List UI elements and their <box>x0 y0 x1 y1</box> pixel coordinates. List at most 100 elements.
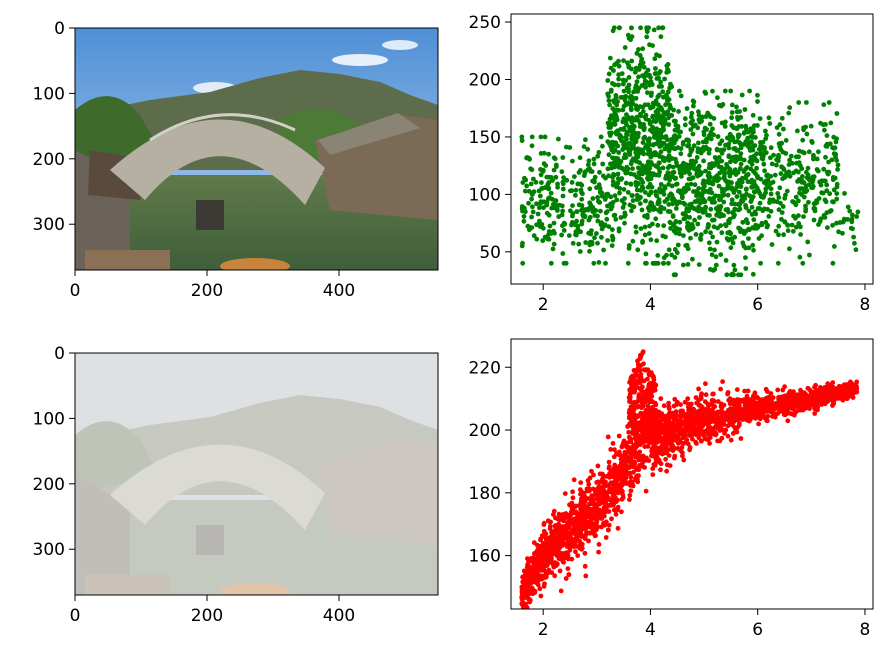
scatter-point <box>769 161 775 167</box>
scatter-point <box>648 433 653 439</box>
panel-red-scatter <box>510 338 874 610</box>
scatter-point <box>777 407 782 413</box>
scatter-point <box>609 516 614 522</box>
scatter-point <box>575 181 581 187</box>
scatter-point <box>621 438 627 444</box>
scatter-point <box>595 195 600 200</box>
y-tick-label: 200 <box>469 70 501 90</box>
scatter-point <box>702 125 708 131</box>
scatter-point <box>736 272 741 278</box>
scatter-point <box>670 170 675 176</box>
scatter-point <box>631 451 636 457</box>
x-tick-label: 200 <box>191 606 223 626</box>
scatter-point <box>547 559 553 565</box>
scatter-point <box>851 384 856 390</box>
scatter-point <box>738 166 743 171</box>
scatter-point <box>660 233 666 239</box>
scatter-point <box>649 422 655 428</box>
scatter-point <box>824 210 830 216</box>
scatter-point <box>823 154 828 160</box>
scatter-point <box>730 400 736 406</box>
scatter-point <box>626 456 632 462</box>
scatter-point <box>606 459 612 465</box>
scatter-point <box>689 418 695 423</box>
scatter-point <box>681 200 686 206</box>
scatter-point <box>632 426 637 432</box>
scatter-point <box>550 246 556 252</box>
scatter-point <box>728 88 734 94</box>
scatter-point <box>641 151 647 157</box>
scatter-point <box>764 132 769 138</box>
scatter-point <box>749 204 755 210</box>
scatter-point <box>661 450 666 456</box>
scatter-point <box>658 34 664 40</box>
scatter-point <box>714 423 720 428</box>
scatter-point <box>523 177 529 183</box>
scatter-point <box>855 209 861 215</box>
scatter-point <box>612 147 618 153</box>
scatter-point <box>520 240 525 246</box>
y-tick-label: 200 <box>469 421 501 441</box>
scatter-point <box>561 516 567 522</box>
scatter-point <box>529 134 535 140</box>
scatter-point <box>656 75 661 81</box>
scatter-point <box>659 422 665 428</box>
scatter-point <box>647 82 652 88</box>
scatter-point <box>781 232 786 238</box>
scatter-point <box>679 195 685 201</box>
scatter-point <box>541 161 547 167</box>
scatter-point <box>695 149 701 155</box>
scatter-point <box>703 114 709 120</box>
scatter-point <box>729 102 735 108</box>
scatter-point <box>640 415 645 421</box>
scatter-point <box>666 404 672 410</box>
scatter-point <box>693 439 699 445</box>
scatter-point <box>806 199 811 205</box>
scatter-point <box>526 224 532 230</box>
scatter-point <box>559 232 564 238</box>
scatter-point <box>738 183 743 189</box>
scatter-point <box>674 160 679 165</box>
scatter-point <box>664 433 669 439</box>
scatter-point <box>640 384 645 390</box>
scatter-point <box>608 480 614 486</box>
scatter-point <box>585 162 591 168</box>
scatter-point <box>628 161 634 167</box>
scatter-point <box>687 215 692 220</box>
scatter-point <box>729 197 735 203</box>
scatter-point <box>703 168 708 174</box>
scatter-point <box>562 221 568 227</box>
scatter-point <box>669 193 675 199</box>
scatter-point <box>785 223 791 228</box>
scatter-point <box>840 230 845 236</box>
scatter-point <box>700 422 705 428</box>
scatter-point <box>626 100 632 106</box>
scatter-point <box>824 188 830 194</box>
scatter-point <box>656 84 662 89</box>
scatter-point <box>812 208 818 214</box>
scatter-point <box>806 149 812 155</box>
scatter-point <box>759 233 764 239</box>
scatter-point <box>650 104 656 110</box>
scatter-point <box>658 182 664 187</box>
scatter-point <box>601 513 607 519</box>
scatter-point <box>538 199 544 205</box>
scatter-point <box>608 89 614 94</box>
scatter-point <box>784 188 790 194</box>
scatter-point <box>616 470 622 475</box>
scatter-point <box>581 510 587 516</box>
scatter-point <box>620 81 626 87</box>
scatter-point <box>591 161 597 167</box>
scatter-point <box>798 387 803 393</box>
scatter-point <box>522 188 528 194</box>
scatter-point <box>667 177 672 183</box>
scatter-point <box>609 243 615 249</box>
scatter-point <box>683 411 688 417</box>
scatter-point <box>573 521 579 527</box>
scatter-point <box>624 164 630 170</box>
scatter-point <box>564 144 569 150</box>
scatter-point <box>813 382 818 388</box>
scatter-point <box>563 555 569 561</box>
scatter-point <box>661 223 667 229</box>
scatter-point <box>587 475 593 481</box>
